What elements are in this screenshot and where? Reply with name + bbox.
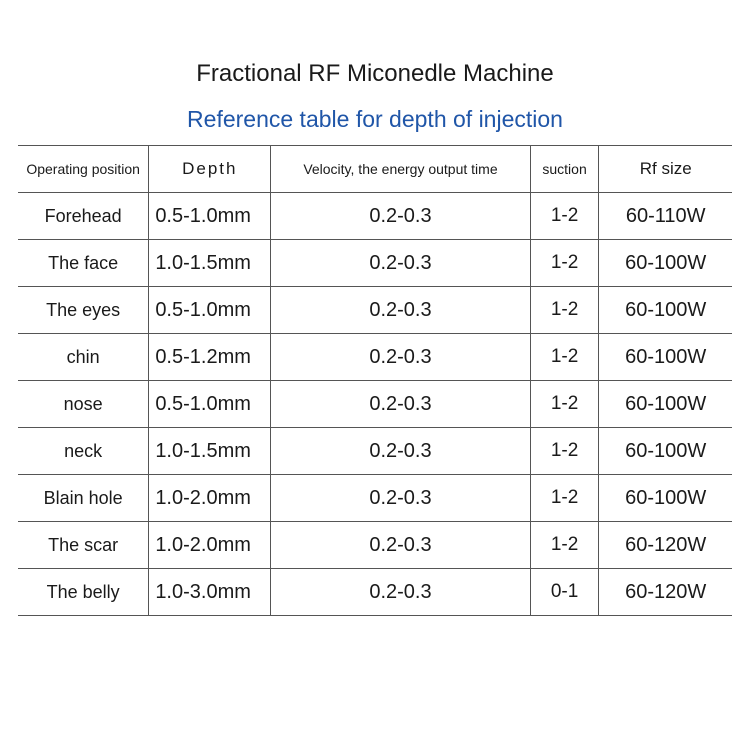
col-header-suction: suction bbox=[530, 146, 599, 193]
cell-operating-position: The face bbox=[18, 240, 149, 287]
cell-velocity: 0.2-0.3 bbox=[271, 287, 530, 334]
cell-suction: 1-2 bbox=[530, 287, 599, 334]
table-row: The scar1.0-2.0mm0.2-0.31-260-120W bbox=[18, 522, 732, 569]
col-header-velocity: Velocity, the energy output time bbox=[271, 146, 530, 193]
cell-suction: 1-2 bbox=[530, 334, 599, 381]
table-row: chin0.5-1.2mm0.2-0.31-260-100W bbox=[18, 334, 732, 381]
cell-operating-position: The eyes bbox=[18, 287, 149, 334]
cell-operating-position: nose bbox=[18, 381, 149, 428]
cell-suction: 0-1 bbox=[530, 569, 599, 616]
cell-suction: 1-2 bbox=[530, 522, 599, 569]
reference-table-container: Operating position Depth Velocity, the e… bbox=[0, 145, 750, 616]
cell-velocity: 0.2-0.3 bbox=[271, 381, 530, 428]
table-row: The face1.0-1.5mm0.2-0.31-260-100W bbox=[18, 240, 732, 287]
cell-depth: 1.0-1.5mm bbox=[149, 428, 271, 475]
cell-operating-position: The belly bbox=[18, 569, 149, 616]
cell-depth: 1.0-3.0mm bbox=[149, 569, 271, 616]
cell-velocity: 0.2-0.3 bbox=[271, 193, 530, 240]
table-row: The eyes0.5-1.0mm0.2-0.31-260-100W bbox=[18, 287, 732, 334]
cell-velocity: 0.2-0.3 bbox=[271, 569, 530, 616]
table-row: nose0.5-1.0mm0.2-0.31-260-100W bbox=[18, 381, 732, 428]
table-row: neck1.0-1.5mm0.2-0.31-260-100W bbox=[18, 428, 732, 475]
cell-suction: 1-2 bbox=[530, 240, 599, 287]
cell-suction: 1-2 bbox=[530, 193, 599, 240]
cell-depth: 0.5-1.0mm bbox=[149, 193, 271, 240]
cell-velocity: 0.2-0.3 bbox=[271, 475, 530, 522]
table-row: The belly1.0-3.0mm0.2-0.30-160-120W bbox=[18, 569, 732, 616]
cell-operating-position: Blain hole bbox=[18, 475, 149, 522]
table-row: Forehead0.5-1.0mm0.2-0.31-260-110W bbox=[18, 193, 732, 240]
cell-operating-position: neck bbox=[18, 428, 149, 475]
cell-rf-size: 60-100W bbox=[599, 287, 732, 334]
cell-rf-size: 60-100W bbox=[599, 381, 732, 428]
cell-velocity: 0.2-0.3 bbox=[271, 428, 530, 475]
cell-velocity: 0.2-0.3 bbox=[271, 334, 530, 381]
cell-velocity: 0.2-0.3 bbox=[271, 240, 530, 287]
cell-suction: 1-2 bbox=[530, 475, 599, 522]
page-title: Fractional RF Miconedle Machine bbox=[0, 60, 750, 88]
cell-rf-size: 60-100W bbox=[599, 334, 732, 381]
cell-depth: 0.5-1.0mm bbox=[149, 287, 271, 334]
cell-operating-position: The scar bbox=[18, 522, 149, 569]
cell-rf-size: 60-110W bbox=[599, 193, 732, 240]
cell-operating-position: Forehead bbox=[18, 193, 149, 240]
col-header-depth: Depth bbox=[149, 146, 271, 193]
cell-depth: 1.0-1.5mm bbox=[149, 240, 271, 287]
col-header-rf-size: Rf size bbox=[599, 146, 732, 193]
cell-suction: 1-2 bbox=[530, 381, 599, 428]
cell-depth: 0.5-1.2mm bbox=[149, 334, 271, 381]
table-body: Forehead0.5-1.0mm0.2-0.31-260-110WThe fa… bbox=[18, 193, 732, 616]
cell-rf-size: 60-100W bbox=[599, 240, 732, 287]
reference-table: Operating position Depth Velocity, the e… bbox=[18, 145, 732, 616]
cell-rf-size: 60-100W bbox=[599, 475, 732, 522]
cell-rf-size: 60-120W bbox=[599, 522, 732, 569]
cell-depth: 1.0-2.0mm bbox=[149, 522, 271, 569]
cell-rf-size: 60-120W bbox=[599, 569, 732, 616]
cell-operating-position: chin bbox=[18, 334, 149, 381]
table-row: Blain hole1.0-2.0mm0.2-0.31-260-100W bbox=[18, 475, 732, 522]
cell-rf-size: 60-100W bbox=[599, 428, 732, 475]
table-header-row: Operating position Depth Velocity, the e… bbox=[18, 146, 732, 193]
page-subtitle: Reference table for depth of injection bbox=[0, 106, 750, 133]
col-header-operating-position: Operating position bbox=[18, 146, 149, 193]
cell-depth: 0.5-1.0mm bbox=[149, 381, 271, 428]
cell-suction: 1-2 bbox=[530, 428, 599, 475]
cell-velocity: 0.2-0.3 bbox=[271, 522, 530, 569]
cell-depth: 1.0-2.0mm bbox=[149, 475, 271, 522]
